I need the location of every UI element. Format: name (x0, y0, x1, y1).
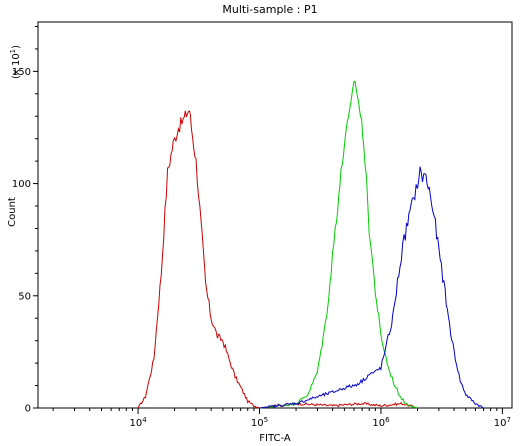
x-axis-label: FITC-A (259, 433, 291, 444)
y-tick-label: 0 (25, 404, 31, 415)
y-axis-label: Count (7, 197, 18, 227)
y-scale-base: (x 10 (11, 53, 22, 79)
svg-text:(x 101): (x 101) (9, 45, 22, 79)
x-tick-label: 107 (494, 416, 511, 429)
x-tick-label: 106 (372, 416, 390, 429)
series-line-1 (137, 110, 418, 409)
x-tick-label: 105 (251, 416, 268, 429)
x-axis-ticks: 104 105 106 107 (52, 408, 511, 429)
plot-frame (37, 21, 513, 409)
series-line-3 (259, 166, 484, 409)
chart-title: Multi-sample : P1 (222, 3, 317, 16)
series-line-2 (259, 80, 418, 409)
y-scale-label: (x 101) (9, 45, 22, 79)
y-tick-label: 100 (12, 179, 31, 190)
x-tick-label: 104 (129, 416, 147, 429)
y-scale-exp: 1 (9, 49, 17, 53)
y-tick-label: 50 (18, 291, 31, 302)
y-axis-ticks: 0 50 100 150 (12, 25, 38, 415)
series-layer (137, 80, 484, 409)
y-tick-label: 150 (12, 67, 31, 78)
